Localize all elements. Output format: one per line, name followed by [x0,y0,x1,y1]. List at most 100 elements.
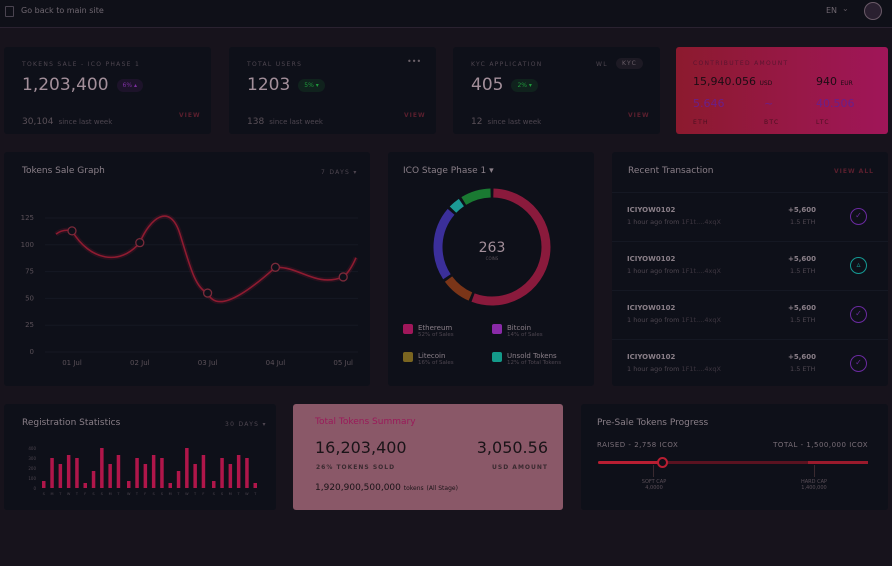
bar[interactable] [91,471,96,488]
bar[interactable] [212,481,216,488]
transaction-row[interactable]: ICIYOW0102 1 hour ago from 1F1t....4xqX … [612,290,888,339]
bar[interactable] [253,483,258,488]
bar[interactable] [75,458,79,488]
transaction-time: 1 hour ago from [627,218,680,226]
data-point[interactable] [202,288,213,298]
bar[interactable] [108,464,112,488]
bar[interactable] [83,483,88,488]
ico-stage-select[interactable]: ICO Stage Phase 1 ▾ [403,166,494,176]
x-tick-label: W [185,492,189,496]
bar[interactable] [151,455,156,488]
bar[interactable] [168,483,173,488]
usd-label: USD AMOUNT [492,464,548,471]
legend-swatch [403,324,413,334]
hard-cap-segment [808,461,868,464]
view-all-link[interactable]: VIEW ALL [834,168,874,175]
chevron-down-icon[interactable]: ⌄ [842,4,849,13]
usd-value: 15,940.056 [693,75,756,88]
range-label: 7 DAYS [321,169,351,176]
tab-kyc[interactable]: KYC [616,58,644,69]
x-tick-label: W [127,492,131,496]
card-label: TOTAL USERS [247,61,303,68]
legend-swatch [403,352,413,362]
bar[interactable] [160,458,164,488]
donut-slice[interactable] [461,188,491,205]
bar[interactable] [236,455,241,488]
x-tick-label: 02 Jul [130,359,150,367]
language-select[interactable]: EN [826,6,838,15]
stat-value: 1203 [247,75,291,95]
x-tick-label: S [213,492,216,496]
bar[interactable] [58,464,63,488]
transaction-row[interactable]: ICIYOW0102 1 hour ago from 1F1t....4xqX … [612,339,888,388]
x-tick-label: M [169,492,172,496]
bar[interactable] [135,458,139,488]
range-label: 30 DAYS [225,421,260,428]
bar[interactable] [228,464,233,488]
bar[interactable] [245,458,249,488]
bar[interactable] [116,455,121,488]
stat-card: KYC APPLICATION 405 2% ▾ 12 since last we… [453,47,660,134]
user-avatar-icon[interactable] [864,2,882,20]
y-tick-label: 50 [25,294,34,302]
sub-value: 138 [247,117,265,127]
bar[interactable] [100,448,104,488]
home-icon[interactable] [5,6,14,17]
tokens-sale-line-chart: 0 25 50 75 100 125 01 Jul 02 Jul 03 Jul 04 Jul 05 … [21,213,359,367]
legend-swatch [492,324,502,334]
total-unit: tokens [403,485,424,492]
bar[interactable] [127,481,131,488]
x-tick-label: F [144,492,146,496]
bar[interactable] [143,464,148,488]
sales-line [55,215,357,303]
data-point[interactable] [67,226,77,236]
bar[interactable] [42,481,46,488]
stat-card: TOTAL USERS 1203 5% ▾ 138 since last week… [229,47,436,134]
eth-label: ETH [693,119,709,126]
legend-item: Unsold Tokens 12% of Total Tokens [492,352,561,366]
legend-item: Ethereum 52% of Sales [403,324,454,338]
view-link[interactable]: VIEW [404,112,426,119]
range-select[interactable]: 7 DAYS ▾ [321,169,358,176]
bar[interactable] [220,458,224,488]
donut-slice[interactable] [444,276,473,301]
card-title: Tokens Sale Graph [22,166,105,176]
bar[interactable] [176,471,181,488]
donut-slice[interactable] [471,188,551,306]
back-link[interactable]: Go back to main site [21,6,104,15]
y-tick-label: 100 [21,241,34,249]
donut-slice[interactable] [433,208,455,280]
hard-cap-tick [814,465,815,477]
card-title: Pre-Sale Tokens Progress [597,418,709,428]
bar[interactable] [50,458,54,488]
legend-name: Bitcoin [507,324,532,332]
tab-wl[interactable]: WL [596,61,608,68]
bar[interactable] [185,448,189,488]
bar[interactable] [193,464,197,488]
view-link[interactable]: VIEW [179,112,201,119]
raised-value: 2,758 ICOX [634,441,679,449]
donut-slice[interactable] [449,198,465,213]
x-tick-label: M [229,492,232,496]
data-point[interactable] [338,272,348,282]
bar[interactable] [201,455,206,488]
progress-handle[interactable] [657,457,669,468]
bar[interactable] [66,455,71,488]
legend-sub: 52% of Sales [418,332,454,338]
range-select[interactable]: 30 DAYS ▾ [225,421,267,428]
data-point[interactable] [135,238,145,248]
btc-label: BTC [764,119,780,126]
view-link[interactable]: VIEW [628,112,650,119]
transaction-row[interactable]: ICIYOW0102 1 hour ago from 1F1t....4xqX … [612,192,888,241]
data-point[interactable] [270,262,281,272]
eur-value: 940 [816,75,837,88]
more-menu-icon[interactable]: ••• [407,57,422,66]
transaction-amount: +5,600 [788,304,817,312]
legend-item: Litecoin 16% of Sales [403,352,454,366]
registration-statistics-card: Registration Statistics 30 DAYS ▾ [4,404,276,510]
ltc-label: LTC [816,119,830,126]
total-tokens-summary-card: Total Tokens Summary 16,203,400 3,050.56… [293,404,563,510]
x-tick-label: T [176,492,180,496]
transaction-time: 1 hour ago from [627,316,680,324]
transaction-row[interactable]: ICIYOW0102 1 hour ago from 1F1t....4xqX … [612,241,888,290]
